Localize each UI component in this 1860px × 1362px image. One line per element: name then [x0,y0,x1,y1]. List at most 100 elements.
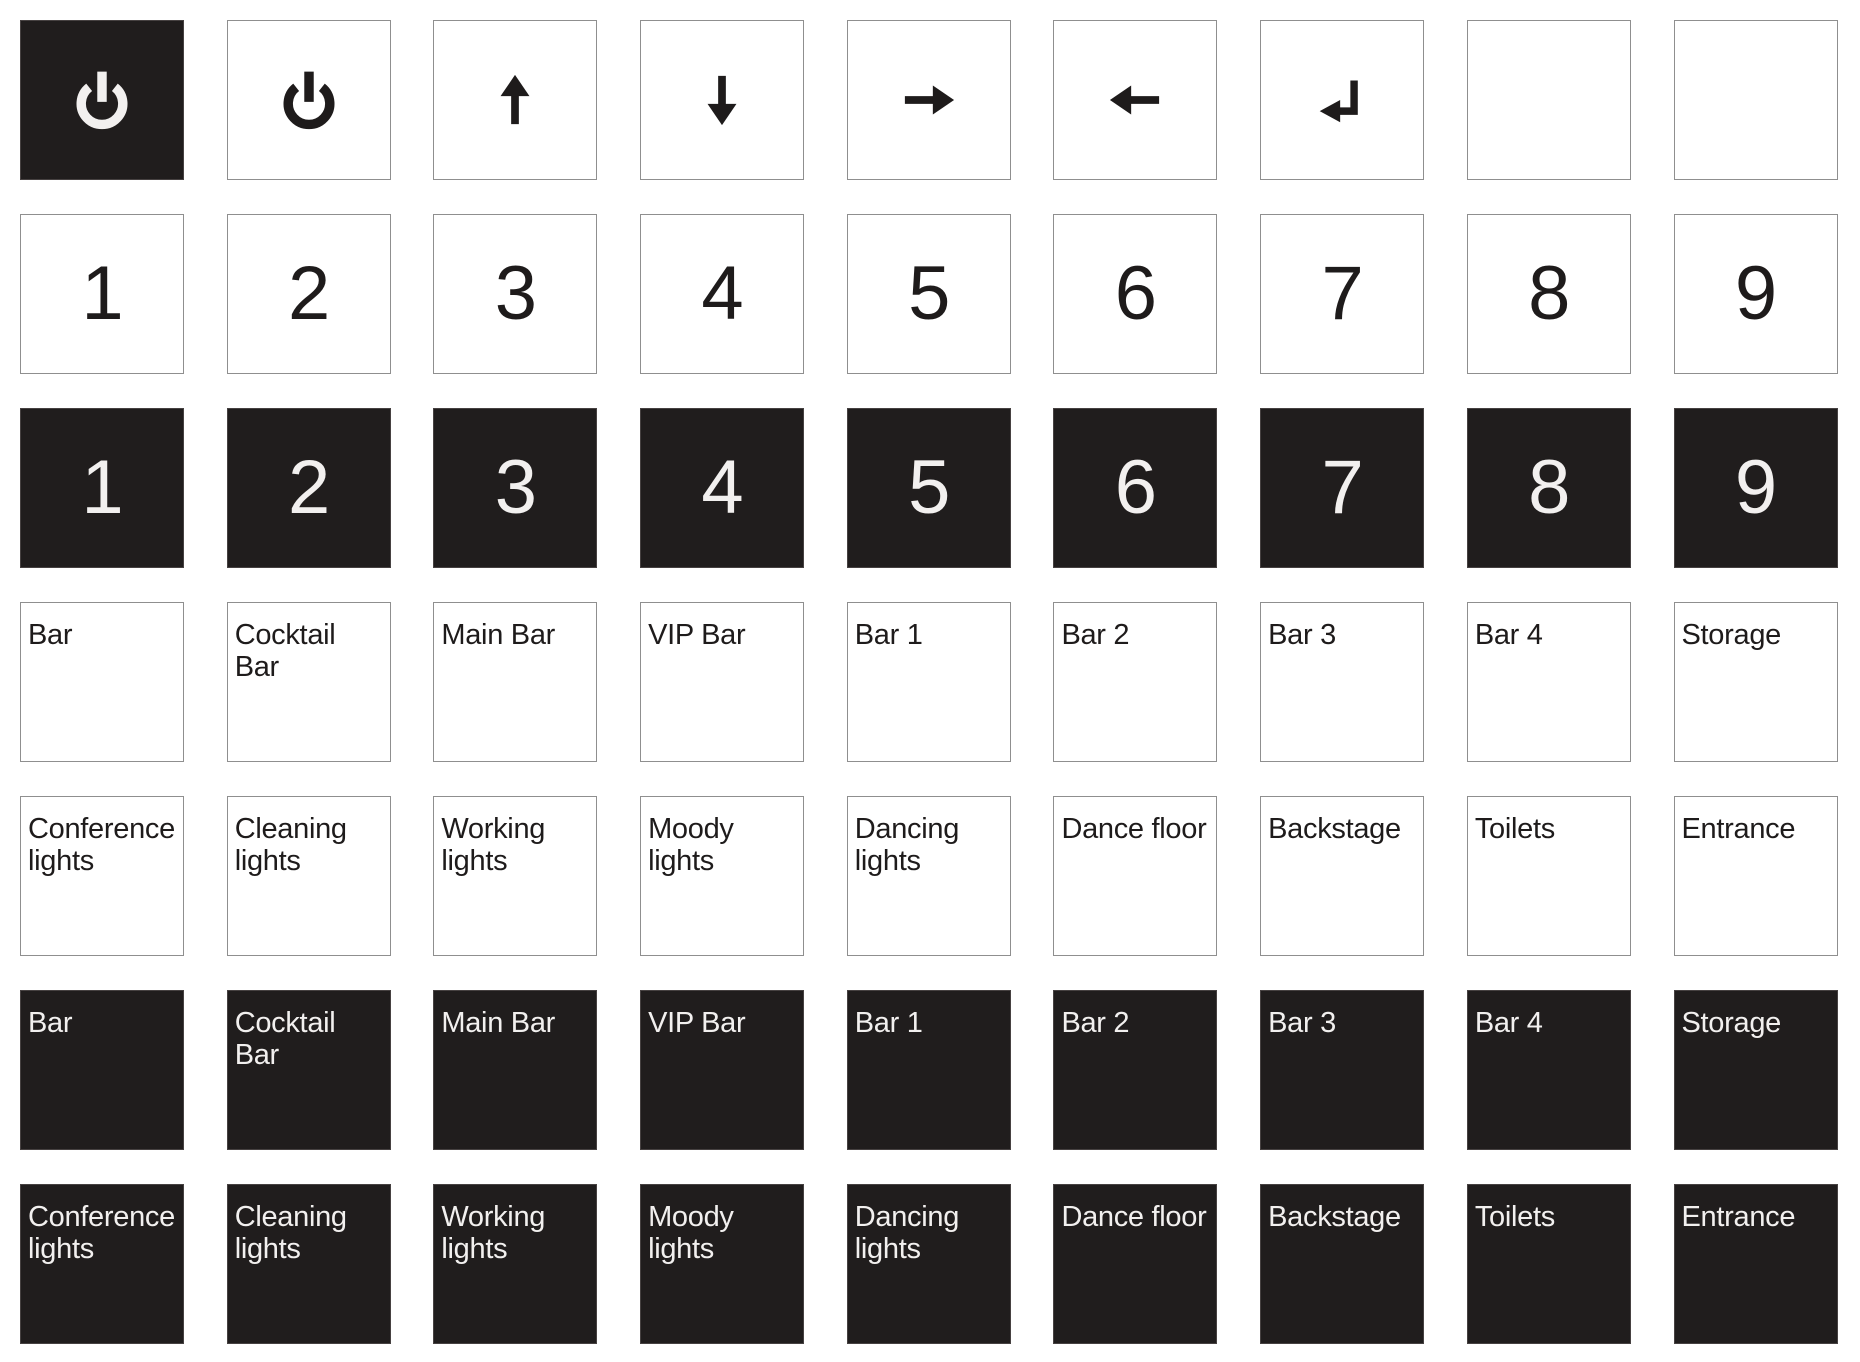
pad-6-light-button[interactable]: 6 [1053,214,1218,374]
arrow-down-icon [695,73,749,127]
moody-lights-light-button[interactable]: Moody lights [640,796,805,956]
pad-4-dark-button[interactable]: 4 [640,408,805,568]
label-text: Bar 4 [1474,1007,1543,1039]
pad-6-dark-button[interactable]: 6 [1053,408,1218,568]
arrow-left-icon [1108,73,1162,127]
dance-floor-light-button[interactable]: Dance floor [1053,796,1218,956]
cocktail-bar-dark-button[interactable]: Cocktail Bar [226,990,391,1150]
number-text: 9 [1734,251,1777,336]
bar-dark-button[interactable]: Bar [20,990,184,1150]
label-text: Dancing lights [854,1201,960,1265]
power-button-active[interactable] [20,20,184,180]
pad-3-dark-button[interactable]: 3 [433,408,598,568]
bar-3-light-button[interactable]: Bar 3 [1260,602,1425,762]
label-text: VIP Bar [648,619,746,651]
enter-button[interactable] [1260,20,1425,180]
power-icon [275,66,343,134]
label-text: Dance floor [1061,1201,1207,1233]
cleaning-lights-dark-button[interactable]: Cleaning lights [226,1184,391,1344]
entrance-light-button[interactable]: Entrance [1673,796,1838,956]
number-text: 5 [908,251,950,336]
enter-icon [1316,74,1368,126]
pad-2-light-button[interactable]: 2 [226,214,391,374]
backstage-light-button[interactable]: Backstage [1260,796,1425,956]
bar-2-light-button[interactable]: Bar 2 [1053,602,1218,762]
number-text: 5 [908,445,950,530]
working-lights-light-button[interactable]: Working lights [433,796,598,956]
number-text: 3 [494,445,537,530]
label-text: Conference lights [28,1201,175,1265]
cocktail-bar-light-button[interactable]: Cocktail Bar [226,602,391,762]
bar-light-button[interactable]: Bar [20,602,184,762]
bar-1-dark-button[interactable]: Bar 1 [846,990,1011,1150]
arrow-down-button[interactable] [640,20,805,180]
pad-1-dark-button[interactable]: 1 [20,408,184,568]
bar-3-dark-button[interactable]: Bar 3 [1260,990,1425,1150]
number-text: 2 [288,445,330,530]
label-text: Cleaning lights [234,813,347,877]
pad-2-dark-button[interactable]: 2 [226,408,391,568]
moody-lights-dark-button[interactable]: Moody lights [640,1184,805,1344]
cleaning-lights-light-button[interactable]: Cleaning lights [226,796,391,956]
dance-floor-dark-button[interactable]: Dance floor [1053,1184,1218,1344]
label-text: Cleaning lights [234,1201,347,1265]
label-text: Working lights [441,813,546,877]
backstage-dark-button[interactable]: Backstage [1260,1184,1425,1344]
arrow-up-button[interactable] [433,20,598,180]
pad-7-dark-button[interactable]: 7 [1260,408,1425,568]
bar-4-dark-button[interactable]: Bar 4 [1466,990,1631,1150]
number-text: 6 [1114,251,1157,336]
pad-5-light-button[interactable]: 5 [846,214,1011,374]
number-text: 9 [1734,445,1777,530]
pad-9-dark-button[interactable]: 9 [1673,408,1838,568]
label-text: Moody lights [648,1201,734,1265]
blank-button[interactable] [1673,20,1838,180]
vip-bar-light-button[interactable]: VIP Bar [640,602,805,762]
pad-9-light-button[interactable]: 9 [1673,214,1838,374]
toilets-light-button[interactable]: Toilets [1466,796,1631,956]
arrow-right-button[interactable] [846,20,1011,180]
pad-3-light-button[interactable]: 3 [433,214,598,374]
label-text: Conference lights [28,813,175,877]
storage-light-button[interactable]: Storage [1673,602,1838,762]
number-text: 8 [1528,445,1570,530]
number-text: 4 [701,251,743,336]
label-text: Cocktail Bar [234,619,336,683]
power-button[interactable] [226,20,391,180]
arrow-right-icon [902,73,956,127]
bar-1-light-button[interactable]: Bar 1 [846,602,1011,762]
label-text: Bar 3 [1268,619,1336,651]
toilets-dark-button[interactable]: Toilets [1466,1184,1631,1344]
main-bar-dark-button[interactable]: Main Bar [433,990,598,1150]
conference-lights-dark-button[interactable]: Conference lights [20,1184,184,1344]
power-icon [68,66,136,134]
label-text: Bar 3 [1268,1007,1336,1039]
conference-lights-light-button[interactable]: Conference lights [20,796,184,956]
vip-bar-dark-button[interactable]: VIP Bar [640,990,805,1150]
pad-5-dark-button[interactable]: 5 [846,408,1011,568]
bar-4-light-button[interactable]: Bar 4 [1466,602,1631,762]
label-text: Working lights [441,1201,546,1265]
label-text: Dance floor [1061,813,1207,845]
dancing-lights-dark-button[interactable]: Dancing lights [846,1184,1011,1344]
number-text: 3 [494,251,537,336]
number-text: 1 [81,445,123,530]
storage-dark-button[interactable]: Storage [1673,990,1838,1150]
number-text: 8 [1528,251,1570,336]
dancing-lights-light-button[interactable]: Dancing lights [846,796,1011,956]
main-bar-light-button[interactable]: Main Bar [433,602,598,762]
bar-2-dark-button[interactable]: Bar 2 [1053,990,1218,1150]
entrance-dark-button[interactable]: Entrance [1673,1184,1838,1344]
label-text: Main Bar [441,619,556,651]
pad-8-dark-button[interactable]: 8 [1466,408,1631,568]
pad-8-light-button[interactable]: 8 [1466,214,1631,374]
label-text: Moody lights [648,813,734,877]
blank-button[interactable] [1466,20,1631,180]
pad-7-light-button[interactable]: 7 [1260,214,1425,374]
number-text: 7 [1321,251,1363,336]
arrow-left-button[interactable] [1053,20,1218,180]
pad-4-light-button[interactable]: 4 [640,214,805,374]
button-grid: 1 2 3 4 5 6 7 8 9 1 2 3 4 5 6 7 8 9 Bar Cocktail Bar Main Ba… [20,20,1838,1344]
pad-1-light-button[interactable]: 1 [20,214,184,374]
working-lights-dark-button[interactable]: Working lights [433,1184,598,1344]
